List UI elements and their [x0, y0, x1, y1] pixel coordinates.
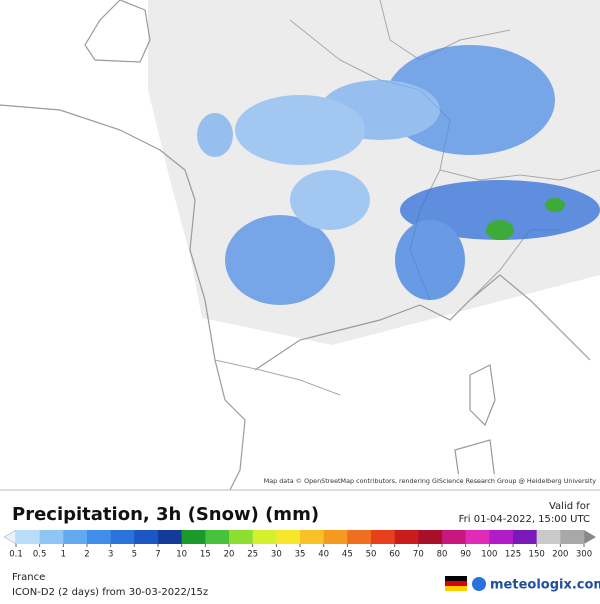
map: Map data © OpenStreetMap contributors, r… — [0, 0, 600, 491]
coastlines — [0, 0, 591, 491]
legend-swatch — [536, 530, 561, 544]
legend-label: 80 — [437, 550, 448, 560]
legend-label: 40 — [318, 550, 329, 560]
legend-min-arrow — [3, 529, 17, 545]
legend-label: 35 — [295, 550, 306, 560]
legend-swatch — [16, 530, 40, 544]
legend-label: 25 — [247, 550, 258, 560]
snow-heavy — [486, 220, 514, 240]
legend-label: 0.5 — [33, 550, 47, 560]
legend-swatch — [300, 530, 324, 544]
color-legend: 0.1 0.5 1 2 3 5 7 10 15 20 25 30 35 40 45 50 60 70 80 90 100… — [3, 529, 596, 560]
title: Precipitation, 3h (Snow) (mm) — [12, 504, 319, 525]
legend-swatch — [276, 530, 301, 544]
legend-label: 20 — [224, 550, 235, 560]
legend-swatch — [347, 530, 372, 544]
snow-areas — [197, 45, 600, 305]
legend-swatch — [371, 530, 395, 544]
legend-swatch — [323, 530, 348, 544]
brand[interactable]: meteologix.com — [490, 578, 600, 593]
legend-label: 3 — [108, 550, 113, 560]
legend-swatch — [39, 530, 64, 544]
legend-label: 125 — [505, 550, 521, 560]
legend-swatch — [465, 530, 490, 544]
attribution-box — [262, 474, 600, 488]
legend-label: 200 — [552, 550, 568, 560]
legend-swatch — [205, 530, 230, 544]
legend-label: 7 — [155, 550, 160, 560]
legend-label: 50 — [366, 550, 377, 560]
legend-label: 2 — [84, 550, 89, 560]
legend-swatch — [158, 530, 182, 544]
legend-swatch — [489, 530, 514, 544]
legend-label: 15 — [200, 550, 211, 560]
legend-swatch — [229, 530, 253, 544]
snow-heavy — [545, 198, 565, 212]
legend-swatch — [110, 530, 135, 544]
legend-label: 30 — [271, 550, 282, 560]
legend-swatch — [181, 530, 206, 544]
model-info: ICON-D2 (2 days) from 30-03-2022/15z — [12, 587, 208, 598]
logo-icon — [472, 577, 486, 591]
valid-time: Fri 01-04-2022, 15:00 UTC — [459, 514, 590, 525]
legend-label: 5 — [132, 550, 137, 560]
legend-label: 60 — [389, 550, 400, 560]
legend-label: 45 — [342, 550, 353, 560]
legend-swatch — [513, 530, 537, 544]
legend-label: 1 — [61, 550, 66, 560]
legend-label: 100 — [481, 550, 497, 560]
legend-label: 300 — [576, 550, 592, 560]
attribution: Map data © OpenStreetMap contributors, r… — [264, 477, 597, 485]
valid-label: Valid for — [549, 501, 591, 512]
region: France — [12, 572, 45, 583]
legend-swatch — [442, 530, 466, 544]
legend-label: 0.1 — [9, 550, 23, 560]
legend-label: 150 — [529, 550, 545, 560]
legend-swatch — [252, 530, 277, 544]
legend-swatch — [418, 530, 443, 544]
legend-label: 70 — [413, 550, 424, 560]
legend-label: 90 — [460, 550, 471, 560]
legend-max-arrow — [584, 530, 596, 544]
legend-swatch — [134, 530, 159, 544]
flag — [445, 576, 467, 591]
legend-swatch — [560, 530, 585, 544]
legend-swatch — [63, 530, 88, 544]
legend-label: 10 — [176, 550, 187, 560]
legend-swatch — [394, 530, 419, 544]
legend-swatch — [87, 530, 111, 544]
